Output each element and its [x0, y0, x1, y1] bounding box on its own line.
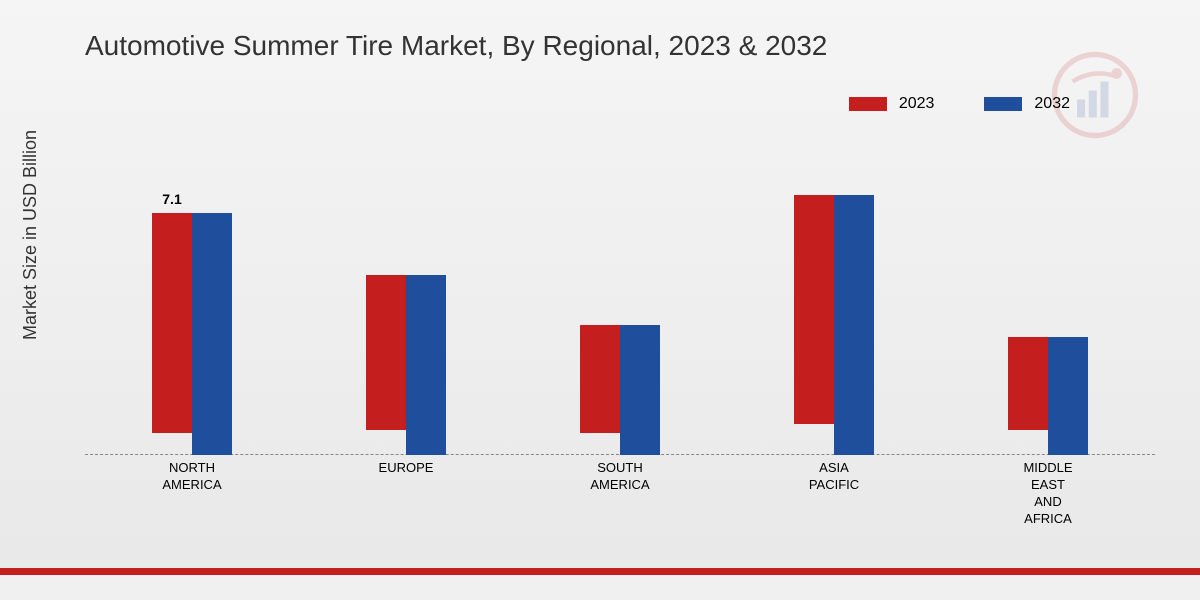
x-axis-label: SOUTHAMERICA [590, 460, 649, 494]
bar-group [356, 275, 456, 455]
x-axis-label: NORTHAMERICA [162, 460, 221, 494]
chart-title: Automotive Summer Tire Market, By Region… [85, 30, 827, 62]
bar [1048, 337, 1088, 455]
bar [794, 195, 834, 424]
legend-item-2032: 2032 [984, 95, 1070, 113]
legend: 2023 2032 [849, 95, 1070, 113]
legend-item-2023: 2023 [849, 95, 935, 113]
legend-swatch-2032 [984, 97, 1022, 111]
y-axis-label: Market Size in USD Billion [20, 130, 41, 340]
legend-label-2023: 2023 [899, 95, 935, 113]
bar-group [998, 337, 1098, 455]
bar [580, 325, 620, 434]
footer-bar [0, 568, 1200, 600]
x-axis-label: ASIAPACIFIC [809, 460, 859, 494]
legend-label-2032: 2032 [1034, 95, 1070, 113]
legend-swatch-2023 [849, 97, 887, 111]
bar [192, 213, 232, 455]
x-axis-label: MIDDLEEASTANDAFRICA [1023, 460, 1072, 528]
bar-group: 7.1 [142, 213, 242, 455]
bar-group [570, 325, 670, 455]
bar-group [784, 195, 884, 455]
bar-value-label: 7.1 [162, 191, 181, 207]
plot-area: 7.1 [85, 145, 1155, 455]
x-axis-label: EUROPE [379, 460, 434, 477]
bar [366, 275, 406, 430]
bar [406, 275, 446, 455]
bar [1008, 337, 1048, 430]
bar [620, 325, 660, 455]
bar: 7.1 [152, 213, 192, 433]
bar [834, 195, 874, 455]
